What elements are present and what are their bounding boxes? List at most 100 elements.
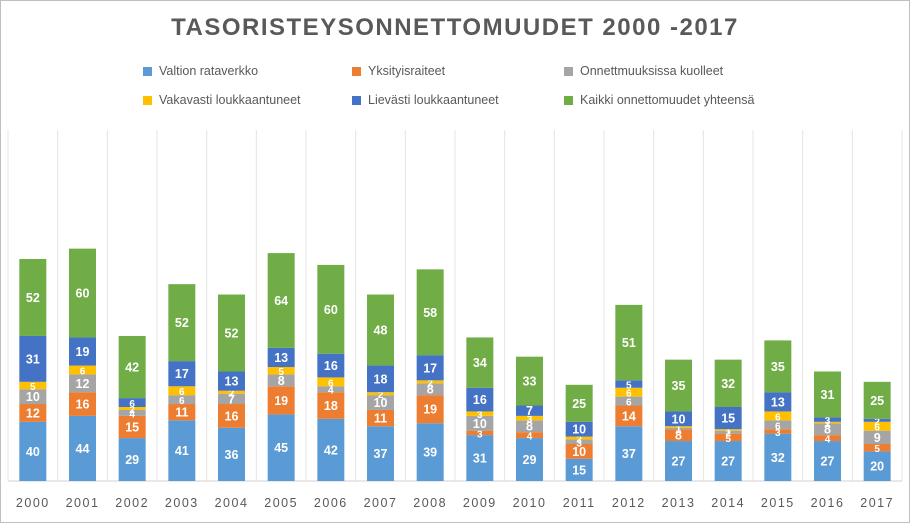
bar-segment	[565, 444, 593, 459]
legend-label: Onnettmuuksissa kuolleet	[580, 64, 724, 78]
data-label: 5	[278, 367, 284, 378]
data-label: 18	[374, 372, 388, 386]
bar-segment	[118, 409, 146, 416]
data-label: 40	[26, 445, 40, 459]
data-label: 19	[423, 403, 437, 417]
data-label: 10	[572, 423, 586, 437]
data-label: 42	[324, 443, 338, 457]
x-tick-label: 2004	[215, 496, 249, 510]
data-label: 10	[26, 390, 40, 404]
bar-segment	[218, 427, 245, 481]
bar-segment	[814, 417, 841, 422]
data-label: 35	[771, 360, 785, 374]
data-label: 17	[175, 367, 189, 381]
bar-segment	[466, 387, 494, 412]
bar-segment	[665, 359, 692, 412]
data-label: 51	[622, 336, 636, 350]
data-label: 13	[225, 375, 239, 389]
data-label: 1	[725, 426, 731, 437]
bar-segment	[416, 383, 444, 396]
x-tick-label: 2009	[463, 496, 497, 510]
bar-segment	[466, 430, 494, 436]
bar-segment	[665, 427, 692, 430]
bar-segment	[267, 386, 295, 415]
bar-segment	[466, 435, 494, 481]
bar-segment	[168, 361, 196, 387]
data-label: 10	[572, 445, 586, 459]
bar-segment	[317, 377, 345, 387]
bar-segment	[516, 415, 543, 421]
bar-segment	[764, 420, 792, 430]
bar-segment	[69, 392, 96, 416]
data-label: 3	[775, 428, 781, 439]
bar-segment	[714, 441, 742, 481]
bar-segment	[218, 294, 245, 372]
bar-segment	[863, 451, 891, 481]
data-label: 60	[324, 303, 338, 317]
data-label: 32	[721, 377, 735, 391]
bar-segment	[814, 421, 841, 424]
bar-segment	[69, 337, 96, 366]
bar-segment	[118, 335, 146, 399]
data-label: 5	[874, 444, 880, 455]
data-label: 4	[328, 386, 334, 397]
bar-segment	[367, 409, 394, 427]
x-tick-label: 2000	[16, 496, 50, 510]
bar-segment	[615, 387, 643, 397]
data-label: 3	[576, 438, 582, 449]
legend-swatch	[143, 96, 152, 105]
bar-segment	[118, 438, 146, 481]
data-label: 2	[378, 390, 384, 401]
bar-segment	[863, 430, 891, 444]
data-label: 8	[278, 374, 285, 388]
data-label: 6	[775, 421, 781, 432]
data-label: 11	[175, 406, 188, 420]
data-label: 52	[26, 291, 40, 305]
data-label: 13	[771, 395, 785, 409]
bar-segment	[814, 371, 841, 418]
data-label: 10	[672, 412, 686, 426]
legend-swatch	[143, 67, 152, 76]
bar-segment	[367, 395, 394, 410]
data-label: 37	[622, 447, 636, 461]
chart-title: TASORISTEYSONNETTOMUUDET 2000 -2017	[171, 14, 739, 41]
bar-segment	[516, 420, 543, 433]
legend-swatch	[352, 96, 361, 105]
bar-segment	[565, 421, 593, 437]
data-label: 3	[477, 429, 483, 440]
data-label: 44	[76, 442, 90, 456]
data-label: 8	[824, 423, 831, 437]
data-label: 58	[423, 306, 437, 320]
bar-segment	[19, 259, 47, 336]
data-label: 37	[374, 447, 388, 461]
bar-segment	[367, 294, 394, 366]
data-label: 20	[870, 460, 884, 474]
bar-segment	[118, 407, 146, 410]
data-label: 6	[179, 396, 185, 407]
data-label: 4	[527, 432, 533, 443]
data-label: 41	[175, 444, 189, 458]
data-label: 10	[374, 396, 388, 410]
data-label: 2	[725, 429, 731, 440]
data-label: 32	[771, 451, 785, 465]
x-tick-label: 2012	[612, 496, 646, 510]
bar-segment	[317, 418, 345, 481]
bar-segment	[466, 411, 494, 416]
bar-segment	[168, 420, 196, 481]
data-label: 3	[477, 410, 483, 421]
bar-segment	[565, 436, 593, 440]
data-label: 25	[870, 394, 884, 408]
bar-segment	[267, 374, 295, 387]
bar-segment	[19, 404, 47, 422]
bar-segment	[19, 381, 47, 390]
bar-segment	[69, 415, 96, 481]
bar-segment	[863, 381, 891, 419]
bar-segment	[69, 248, 96, 338]
bar-segment	[814, 423, 841, 436]
bar-segment	[814, 435, 841, 442]
data-label: 5	[626, 381, 632, 392]
data-label: 6	[874, 423, 880, 434]
data-label: 6	[775, 412, 781, 423]
bar-segment	[416, 395, 444, 424]
